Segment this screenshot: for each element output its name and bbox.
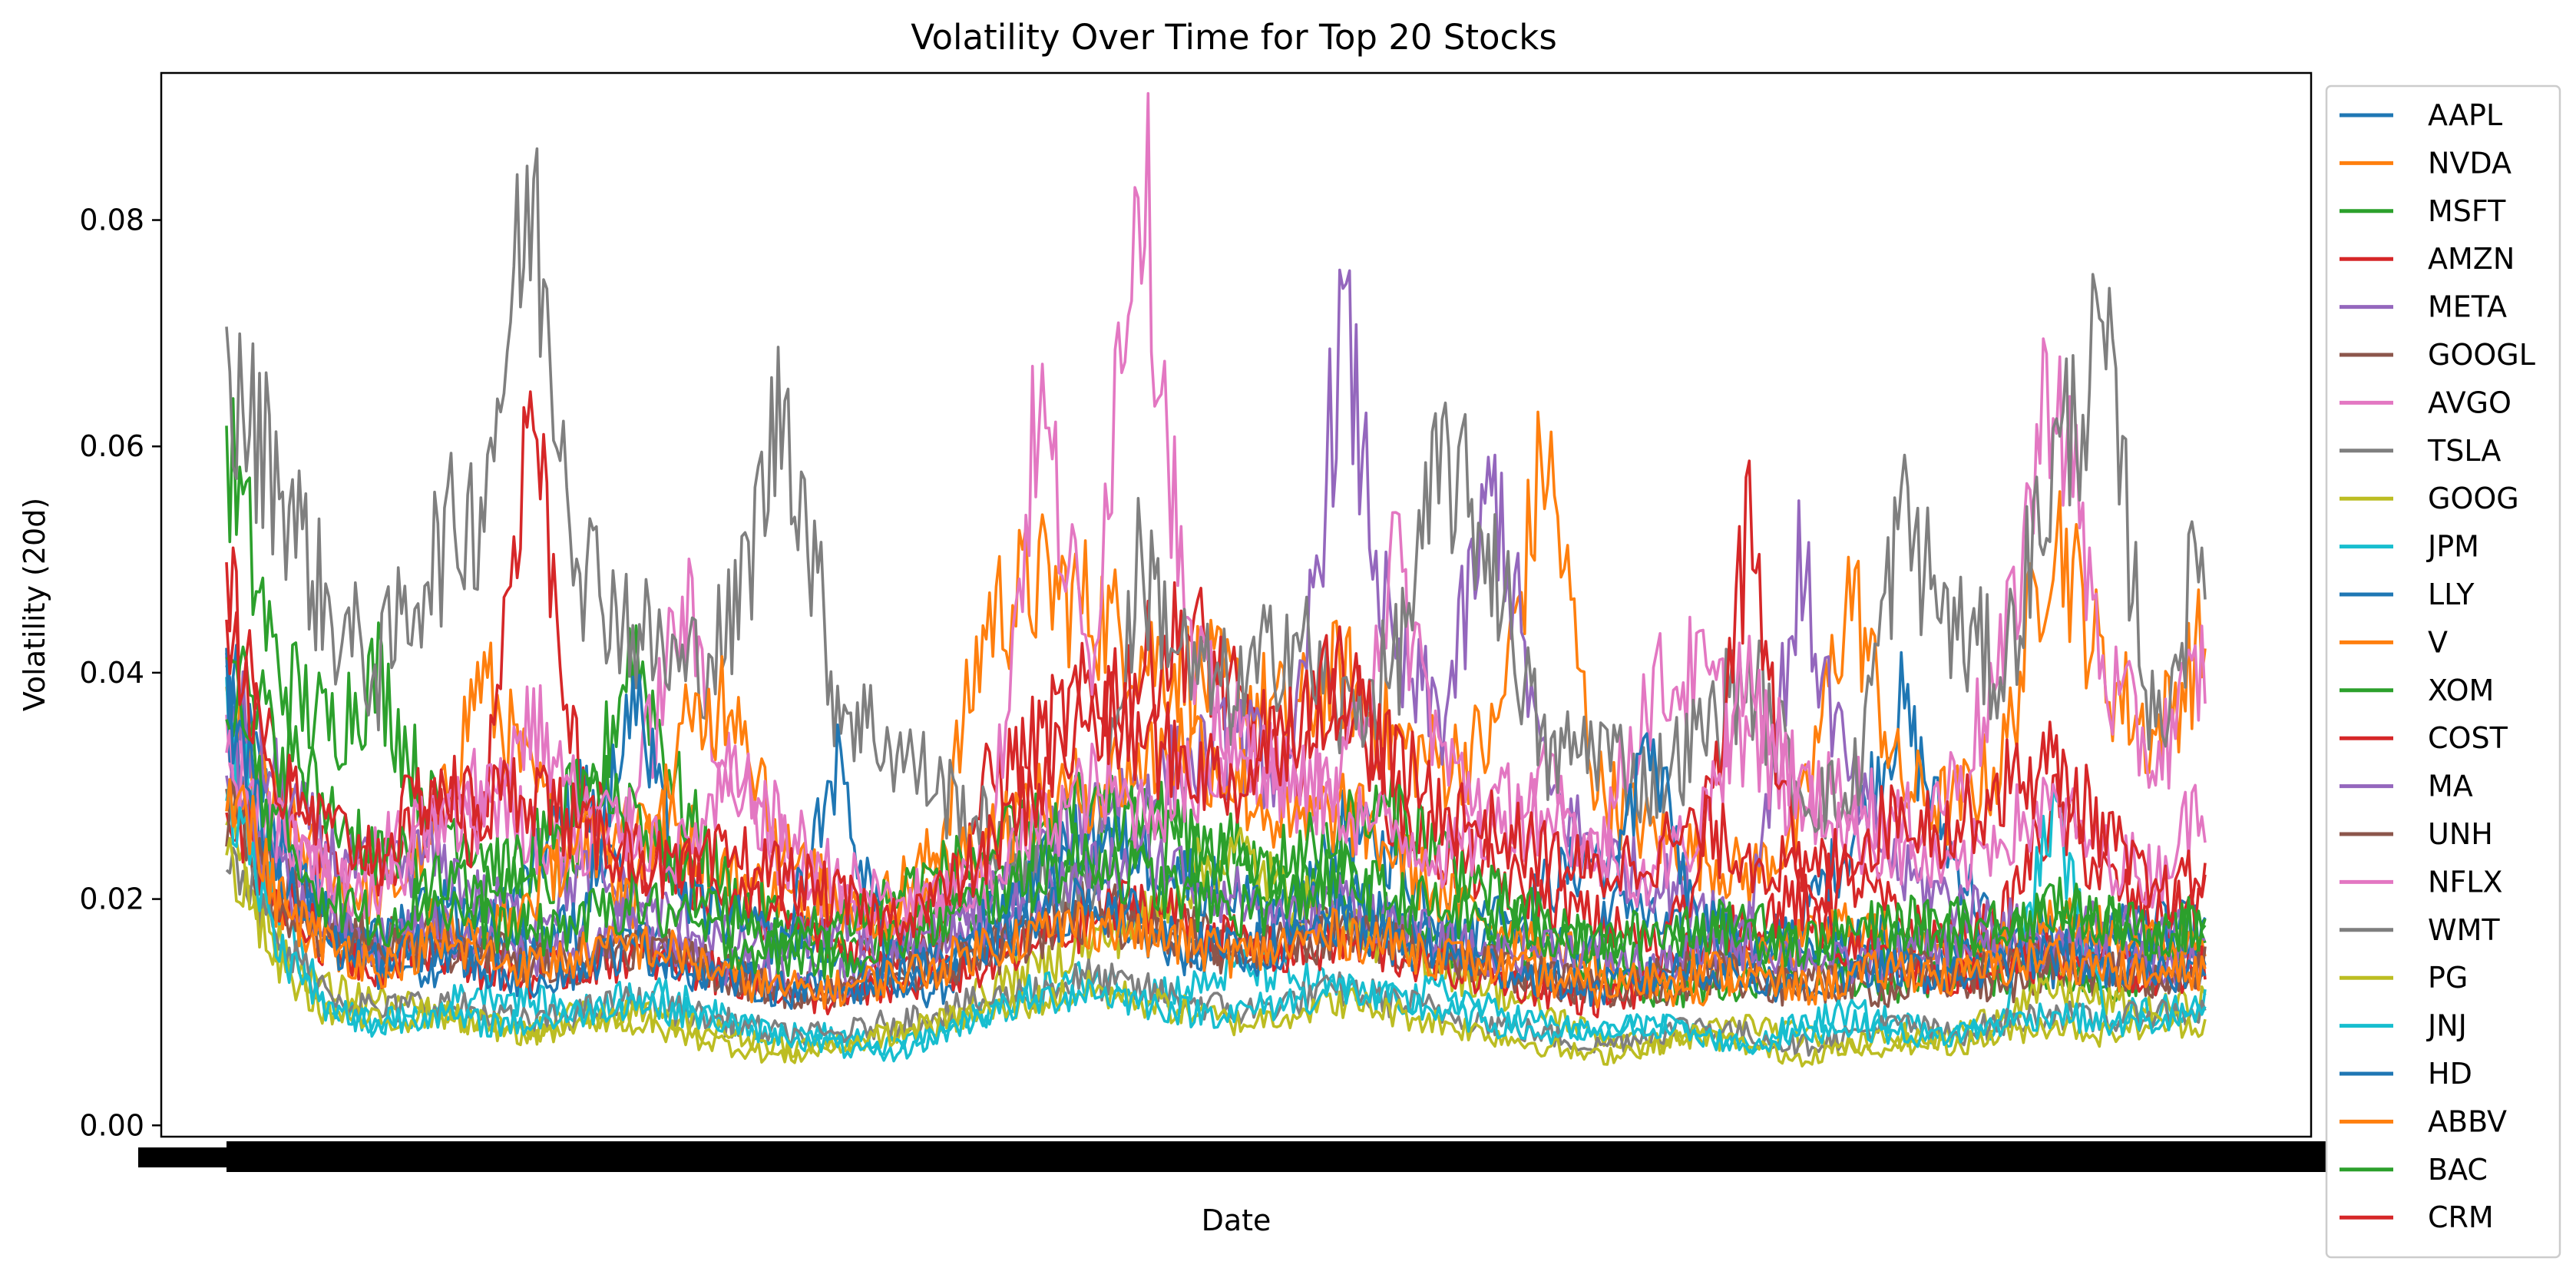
x-tick-labels [138, 1141, 2346, 1172]
legend-label-abbv: ABBV [2428, 1104, 2507, 1138]
legend-label-unh: UNH [2428, 817, 2493, 851]
legend-label-cost: COST [2428, 721, 2508, 755]
chart-title: Volatility Over Time for Top 20 Stocks [911, 17, 1557, 58]
plot-area: 0.00 0.02 0.04 0.06 0.08 [79, 71, 2346, 1172]
legend-label-avgo: AVGO [2428, 386, 2512, 419]
legend-label-pg: PG [2428, 961, 2468, 995]
legend-label-xom: XOM [2428, 674, 2494, 707]
legend-label-v: V [2428, 625, 2448, 659]
legend-label-aapl: AAPL [2428, 98, 2502, 132]
legend-label-amzn: AMZN [2428, 242, 2515, 276]
legend-items: AAPL NVDA MSFT AMZN META GOOGL AVGO TSLA GOOG JPM… [2340, 98, 2535, 1234]
y-tick-label: 0.08 [79, 204, 144, 237]
legend-label-googl: GOOGL [2428, 338, 2535, 372]
y-axis: 0.00 0.02 0.04 0.06 0.08 [79, 204, 161, 1142]
y-tick-label: 0.06 [79, 429, 144, 463]
legend-label-hd: HD [2428, 1057, 2472, 1091]
legend-label-msft: MSFT [2428, 194, 2506, 228]
legend-label-nflx: NFLX [2428, 865, 2503, 899]
series-line-bac [225, 654, 2207, 980]
y-tick-label: 0.04 [79, 656, 144, 690]
series-line-abbv [225, 778, 2207, 1010]
legend-label-meta: META [2428, 290, 2507, 324]
legend-box [2325, 84, 2561, 1259]
legend-label-wmt: WMT [2428, 913, 2500, 947]
legend-label-ma: MA [2428, 770, 2473, 803]
x-tick-labels-dense [227, 1141, 2346, 1172]
legend-label-goog: GOOG [2428, 482, 2519, 515]
y-axis-label: Volatility (20d) [18, 498, 51, 711]
series-line-pg [225, 836, 2207, 1068]
legend: AAPL NVDA MSFT AMZN META GOOGL AVGO TSLA GOOG JPM… [2325, 84, 2561, 1259]
series-line-jnj [225, 778, 2207, 1063]
series-line-jpm [225, 677, 2207, 1056]
legend-label-tsla: TSLA [2427, 434, 2501, 468]
series-line-tsla [225, 147, 2207, 913]
x-axis-label: Date [1202, 1204, 1271, 1237]
axes-frame [160, 71, 2313, 1138]
y-tick-label: 0.02 [79, 882, 144, 916]
legend-label-nvda: NVDA [2428, 146, 2512, 180]
series-line-nflx [225, 634, 2207, 923]
series-lines [225, 91, 2207, 1068]
legend-label-jpm: JPM [2426, 530, 2479, 564]
legend-label-crm: CRM [2428, 1200, 2494, 1234]
legend-label-bac: BAC [2428, 1153, 2488, 1187]
y-tick-label: 0.00 [79, 1108, 144, 1142]
x-tick-labels-dense-left [138, 1147, 238, 1167]
series-line-crm [225, 611, 2207, 947]
legend-label-lly: LLY [2428, 578, 2475, 611]
legend-label-jnj: JNJ [2426, 1009, 2467, 1043]
